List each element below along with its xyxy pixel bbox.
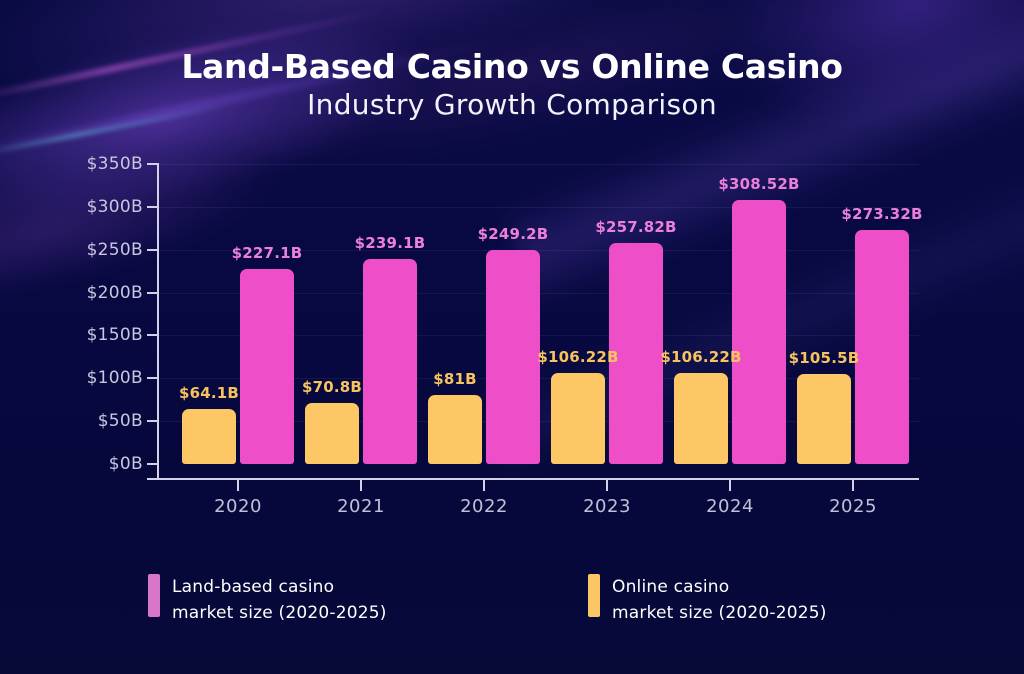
x-axis-tick-2025 (852, 480, 854, 491)
y-axis-tick-$300B (147, 205, 157, 208)
x-axis-label-2022: 2022 (460, 496, 508, 517)
x-axis-label-2024: 2024 (706, 496, 754, 517)
x-axis-tick-2024 (729, 480, 731, 491)
y-axis-tick-$0B (147, 463, 157, 465)
bar-value-label-land-based-2023: $257.82B (595, 218, 677, 236)
x-axis-label-2023: 2023 (583, 496, 631, 517)
y-axis-line (157, 163, 159, 479)
y-axis-tick-$200B (147, 291, 157, 294)
bar-value-label-land-based-2024: $308.52B (718, 175, 800, 193)
y-axis-tick-$150B (147, 334, 157, 337)
chart-title: Land-Based Casino vs Online Casino (181, 47, 843, 86)
legend-item-land-based: Land-based casino market size (2020-2025… (148, 574, 387, 626)
y-axis-tick-$350B (147, 163, 157, 165)
bar-online-2021 (305, 403, 359, 464)
bar-land-based-2020 (240, 269, 294, 464)
legend-label-line1: Land-based casino (172, 577, 335, 597)
bar-value-label-land-based-2021: $239.1B (354, 234, 426, 252)
y-axis-tick-$50B (147, 420, 157, 423)
x-axis-tick-2020 (237, 480, 239, 491)
y-axis-label-$100B: $100B (86, 368, 143, 389)
chart-subtitle: Industry Growth Comparison (307, 88, 717, 121)
legend-item-online: Online casino market size (2020-2025) (588, 574, 827, 626)
x-axis-label-2025: 2025 (829, 496, 877, 517)
bar-online-2022 (428, 395, 482, 464)
bar-online-2024 (674, 373, 728, 464)
y-axis-tick-$250B (147, 248, 157, 251)
legend-label-line2: market size (2020-2025) (612, 603, 827, 623)
y-axis-label-$50B: $50B (97, 411, 143, 432)
x-axis-label-2020: 2020 (214, 496, 262, 517)
y-axis-label-$300B: $300B (86, 196, 143, 217)
x-axis-tick-2022 (483, 480, 485, 491)
y-axis-tick-$100B (147, 377, 157, 380)
bar-land-based-2024 (732, 200, 786, 464)
legend-label-line1: Online casino (612, 577, 730, 597)
legend-label-land-based: Land-based casino market size (2020-2025… (172, 574, 387, 626)
x-axis-tick-2023 (606, 480, 608, 491)
bar-online-2023 (551, 373, 605, 464)
y-axis-label-$200B: $200B (86, 282, 143, 303)
y-axis-label-$350B: $350B (86, 154, 143, 174)
legend-label-line2: market size (2020-2025) (172, 603, 387, 623)
x-axis-line (147, 478, 919, 480)
bar-value-label-online-2022: $81B (433, 370, 477, 388)
x-axis-tick-2021 (360, 480, 362, 491)
legend-swatch-land-based (148, 574, 160, 617)
bar-value-label-online-2025: $105.5B (788, 349, 860, 367)
bar-value-label-online-2021: $70.8B (301, 378, 363, 396)
y-axis-label-$0B: $0B (108, 454, 143, 474)
bar-value-label-land-based-2020: $227.1B (231, 244, 303, 262)
x-axis-label-2021: 2021 (337, 496, 385, 517)
bar-value-label-online-2024: $106.22B (660, 348, 742, 366)
bar-land-based-2025 (855, 230, 909, 464)
legend-swatch-online (588, 574, 600, 617)
bar-value-label-land-based-2022: $249.2B (477, 225, 549, 243)
legend-label-online: Online casino market size (2020-2025) (612, 574, 827, 626)
bar-value-label-online-2023: $106.22B (537, 348, 619, 366)
y-axis-label-$250B: $250B (86, 239, 143, 260)
bar-online-2025 (797, 374, 851, 464)
bar-value-label-online-2020: $64.1B (178, 384, 240, 402)
bar-value-label-land-based-2025: $273.32B (841, 205, 923, 223)
gridline-$350B (157, 164, 919, 165)
y-axis-label-$150B: $150B (86, 325, 143, 346)
bar-online-2020 (182, 409, 236, 464)
bar-land-based-2021 (363, 259, 417, 464)
bar-land-based-2022 (486, 250, 540, 464)
gridline-$300B (157, 206, 919, 208)
